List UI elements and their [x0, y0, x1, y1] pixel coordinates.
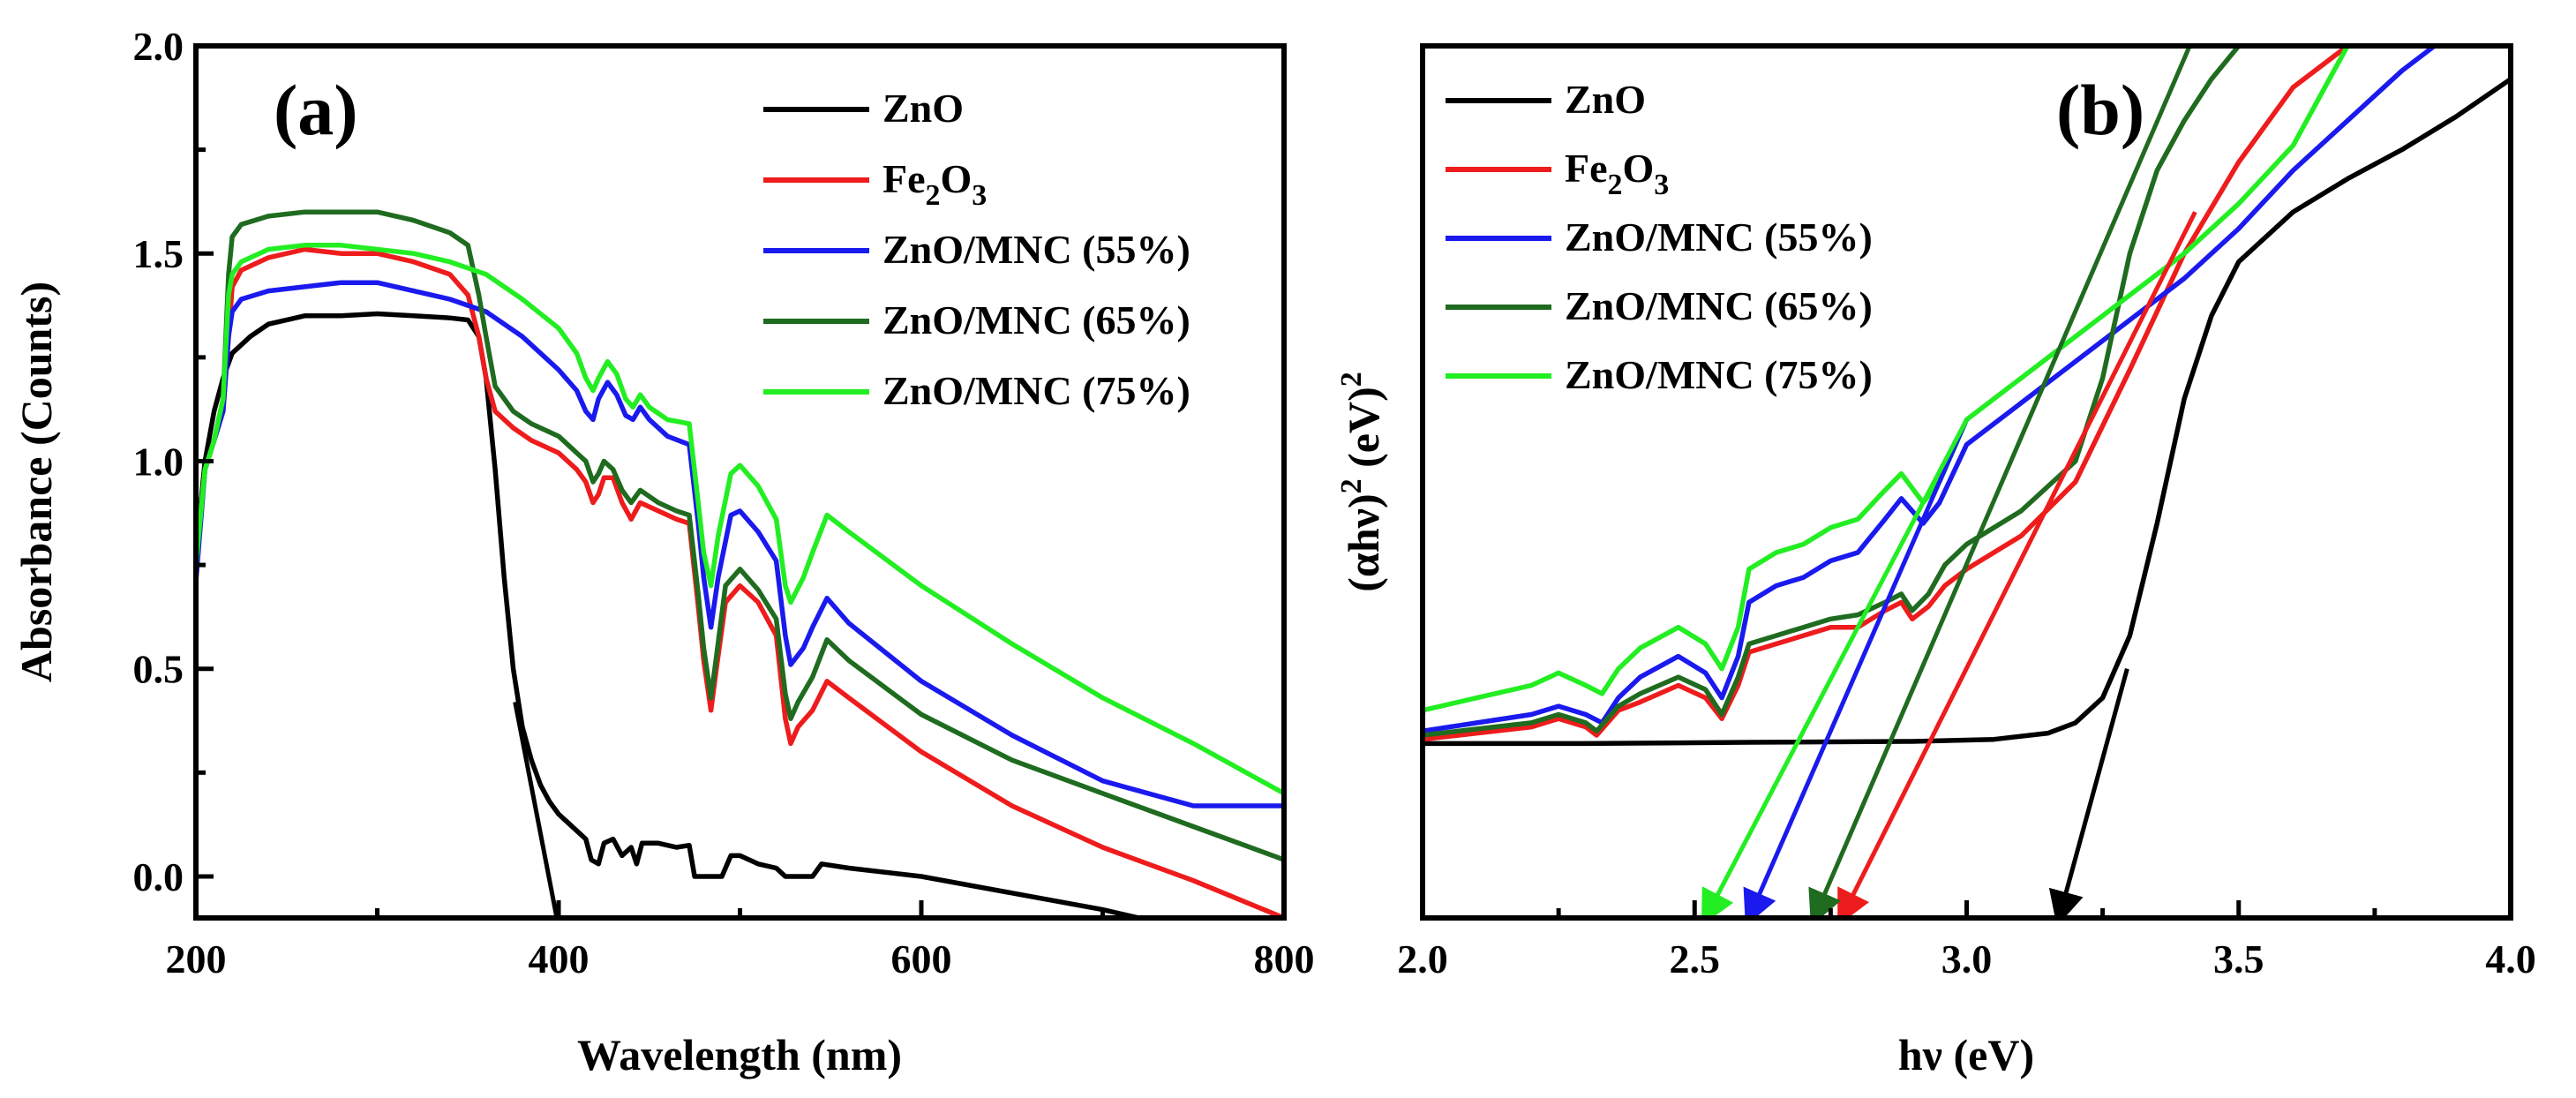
- panel-a-y-tick-label: 2.0: [133, 24, 184, 69]
- panel-b-legend-label-mnc65: ZnO/MNC (65%): [1565, 283, 1873, 328]
- panel-a-x-tick-label: 600: [891, 936, 952, 981]
- panel-b-tangent-mnc75: [1701, 418, 1969, 918]
- panel-a-legend-label-mnc75: ZnO/MNC (75%): [882, 368, 1190, 413]
- panel-b-ylabel-sup1: 2: [1335, 478, 1368, 493]
- panel-a-legend-label-fe2o3: Fe2O3: [882, 156, 987, 212]
- panel-b-ylabel-part1: (αhν): [1339, 493, 1388, 591]
- panel-a-legend-label-mnc55: ZnO/MNC (55%): [882, 227, 1190, 272]
- panel-b-ylabel-part2: (eV): [1339, 387, 1388, 478]
- panel-b-x-tick-label: 3.5: [2213, 936, 2264, 981]
- panel-b-tangent-mnc65: [1808, 46, 2192, 918]
- panel-b-series-line-fe2o3: [1423, 46, 2350, 742]
- panel-a-series-line-mnc65: [196, 209, 1284, 862]
- panel-b-tangent-zno: [2048, 668, 2129, 918]
- panel-a-legend-label-zno: ZnO: [882, 86, 964, 131]
- panel-b-x-tick-label: 2.0: [1397, 936, 1448, 981]
- panel-b-x-axis-title: hν (eV): [1898, 1030, 2034, 1079]
- panel-a-plot-area: [196, 209, 1284, 918]
- panel-b-tangent-mnc55: [1743, 418, 1969, 918]
- panel-b-x-tick-label: 2.5: [1670, 936, 1721, 981]
- panel-b-legend-label-zno: ZnO: [1565, 77, 1646, 122]
- panel-a-y-tick-label: 1.0: [133, 439, 184, 484]
- panel-a-legend-label-mnc65: ZnO/MNC (65%): [882, 297, 1190, 342]
- panel-b-legend-label-mnc55: ZnO/MNC (55%): [1565, 214, 1873, 259]
- panel-b-x-tick-label: 4.0: [2485, 936, 2536, 981]
- panel-a-x-axis: 200 400 600 800: [166, 900, 1315, 981]
- panel-b-annotations: [1701, 46, 2197, 918]
- panel-b-chart: 2.0 2.5 3.0 3.5 4.0 (b) hν (eV) (αhν)2 (eV)2…: [1335, 43, 2536, 1079]
- panel-b-ylabel-sup2: 2: [1335, 372, 1368, 387]
- panel-b-y-axis-title: (αhν)2 (eV)2: [1335, 372, 1388, 591]
- panel-a-tangent-zno: [513, 701, 560, 918]
- panel-a-series-line-mnc55: [196, 280, 1284, 808]
- panel-b-series-line-mnc65: [1423, 46, 2242, 738]
- panel-b-x-tick-label: 3.0: [1941, 936, 1993, 981]
- panel-a-y-tick-label: 1.5: [133, 231, 184, 276]
- panel-b-series-line-mnc75: [1423, 46, 2350, 713]
- panel-a-x-tick-label: 800: [1254, 936, 1315, 981]
- panel-a-y-tick-label: 0.5: [133, 647, 184, 692]
- panel-a-annotations: [513, 701, 560, 918]
- panel-a-x-tick-label: 200: [166, 936, 227, 981]
- panel-b-legend-label-mnc75: ZnO/MNC (75%): [1565, 352, 1873, 397]
- panel-b-plot-area: [1423, 46, 2511, 747]
- panel-a-series-line-fe2o3: [196, 246, 1284, 918]
- panel-a-y-axis-title: Absorbance (Counts): [11, 282, 61, 682]
- panel-a-y-axis: 0.0 0.5 1.0 1.5 2.0: [133, 24, 214, 899]
- panel-a-legend: ZnO Fe2O3 ZnO/MNC (55%) ZnO/MNC (65%) ZnO/MN…: [763, 86, 1190, 413]
- panel-b-tangent-fe2o3: [1837, 211, 2197, 918]
- panel-b-label: (b): [2056, 70, 2144, 150]
- panel-a-chart: 200 400 600 800 0.0 0.5 1.0 1.5 2.0 (a) Wavelen…: [11, 24, 1315, 1079]
- panel-a-y-tick-label: 0.0: [133, 854, 184, 899]
- panel-b-series-line-zno: [1423, 76, 2511, 747]
- panel-a-x-axis-title: Wavelength (nm): [577, 1030, 902, 1079]
- panel-a-label: (a): [274, 70, 358, 150]
- panel-b-legend-label-fe2o3: Fe2O3: [1565, 146, 1669, 201]
- panel-b-x-axis: 2.0 2.5 3.0 3.5 4.0: [1397, 900, 2536, 981]
- panel-a-series-line-mnc75: [196, 243, 1284, 796]
- panel-a-series-line-zno: [196, 311, 1142, 918]
- panel-a-x-tick-label: 400: [529, 936, 590, 981]
- panel-b-legend: ZnO Fe2O3 ZnO/MNC (55%) ZnO/MNC (65%) ZnO/MN…: [1446, 77, 1873, 397]
